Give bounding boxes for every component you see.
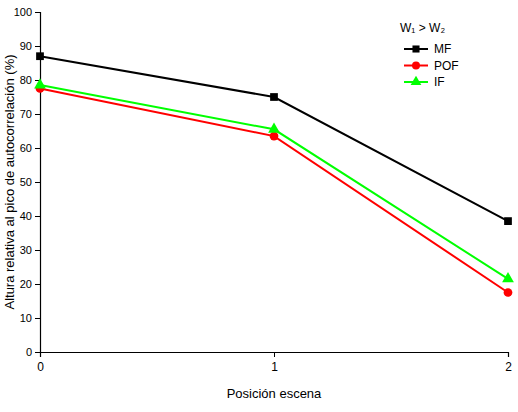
y-axis-line [35,13,41,353]
x-axis: 0 1 2 [37,352,512,374]
x-tick-mark [508,352,509,357]
y-tick-mark [35,250,40,251]
series-line [40,56,508,221]
y-tick-label: 20 [20,278,32,290]
y-tick-label: 80 [20,74,32,86]
y-tick-mark [35,216,40,217]
y-tick-label: 50 [20,176,32,188]
legend-title: W₁ > W₂ [400,21,445,35]
x-axis-line [41,353,509,358]
y-tick-label: 10 [20,312,32,324]
series-group [34,52,514,297]
y-tick-label: 100 [14,6,32,18]
y-tick-mark [35,12,40,13]
legend: W₁ > W₂ MF POF IF [400,21,459,89]
legend-item: POF [404,59,459,73]
y-tick: 10 [20,312,40,324]
x-tick: 0 [37,352,44,374]
chart-svg: 0120102030405060708090100Posición escena… [0,0,518,412]
y-tick-label: 30 [20,244,32,256]
x-tick-label: 1 [271,360,278,374]
y-tick-mark [35,46,40,47]
y-tick: 0 [26,346,40,358]
y-tick: 60 [20,142,40,154]
legend-label: IF [434,75,445,89]
y-tick: 100 [14,6,40,18]
series-marker [270,132,279,141]
legend-item: IF [404,75,445,89]
y-tick: 70 [20,108,40,120]
legend-marker [411,76,422,85]
y-tick: 20 [20,278,40,290]
chart-container: 0120102030405060708090100Posición escena… [0,0,518,412]
x-tick: 1 [271,352,278,374]
y-tick: 90 [20,40,40,52]
series-marker [268,123,280,133]
y-tick: 50 [20,176,40,188]
y-axis-title: Altura relativa al pico de autocorrelaci… [2,54,17,309]
series-line [40,89,508,293]
x-tick-mark [274,352,275,357]
legend-label: MF [434,42,451,56]
legend-marker [412,45,419,52]
series-marker [36,52,44,60]
y-tick-mark [35,114,40,115]
x-tick-label: 2 [505,360,512,374]
y-tick-label: 70 [20,108,32,120]
series-marker [504,217,512,225]
plot-area: 0120102030405060708090100 [14,6,514,374]
series-marker [504,288,513,297]
y-tick-label: 90 [20,40,32,52]
series-marker [270,93,278,101]
y-tick-mark [35,352,40,353]
y-tick-label: 40 [20,210,32,222]
series-marker [502,272,514,282]
y-tick-mark [35,284,40,285]
y-tick-mark [35,318,40,319]
series-marker [34,78,46,88]
y-tick: 30 [20,244,40,256]
legend-marker [412,62,420,70]
y-tick: 40 [20,210,40,222]
y-tick-mark [35,182,40,183]
y-tick-mark [35,148,40,149]
x-tick: 2 [505,352,512,374]
x-axis-title: Posición escena [227,386,322,401]
series-line [40,85,508,279]
y-tick-label: 60 [20,142,32,154]
legend-item: MF [404,42,451,56]
x-tick-label: 0 [37,360,44,374]
y-tick-label: 0 [26,346,32,358]
legend-label: POF [434,59,459,73]
